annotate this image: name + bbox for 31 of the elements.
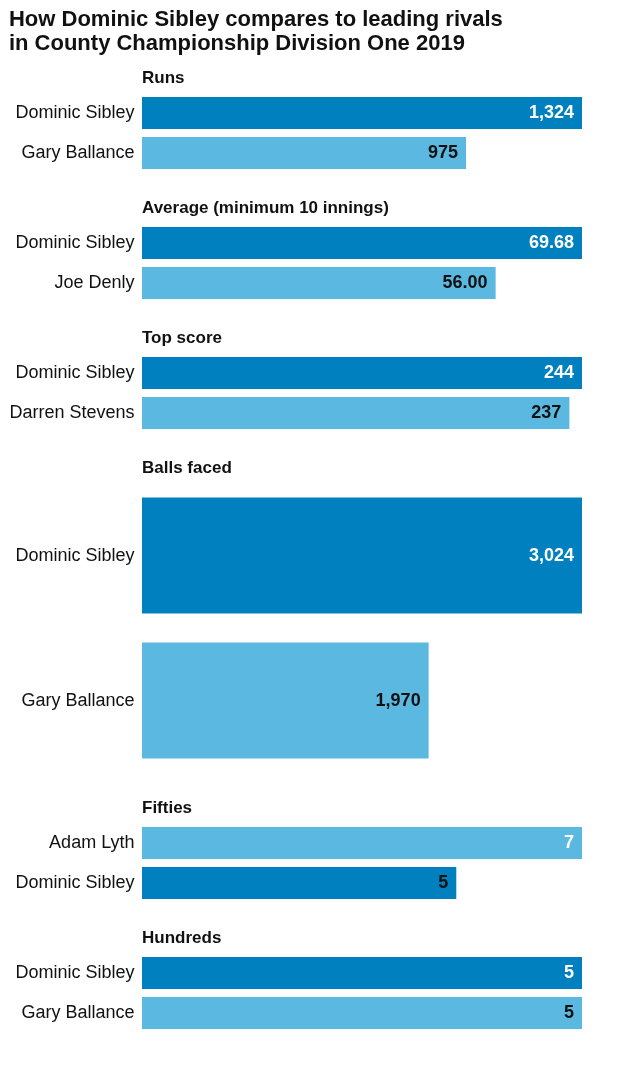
data-label: 5 bbox=[438, 872, 449, 892]
data-label: 3,024 bbox=[528, 544, 574, 565]
y-tick-label: Gary Ballance bbox=[21, 689, 135, 710]
data-label: 237 bbox=[531, 402, 562, 422]
y-tick-label: Dominic Sibley bbox=[15, 544, 135, 565]
chart-title: Top score bbox=[142, 328, 222, 347]
y-tick-label: Dominic Sibley bbox=[15, 102, 135, 122]
y-tick-label: Gary Ballance bbox=[21, 1002, 135, 1022]
y-tick-label: Gary Ballance bbox=[21, 142, 135, 162]
data-label: 244 bbox=[543, 362, 574, 382]
y-tick-label: Dominic Sibley bbox=[15, 962, 135, 982]
data-label: 1,970 bbox=[375, 689, 421, 710]
data-label: 7 bbox=[563, 832, 574, 852]
y-tick-label: Dominic Sibley bbox=[15, 362, 135, 382]
chart-title: Average (minimum 10 innings) bbox=[142, 198, 389, 217]
chart-title: Balls faced bbox=[142, 458, 232, 477]
data-label: 69.68 bbox=[528, 232, 574, 252]
data-label: 5 bbox=[563, 1002, 574, 1022]
data-label: 56.00 bbox=[442, 272, 488, 292]
chart-subtitle: Runs bbox=[142, 68, 185, 87]
y-tick-label: Adam Lyth bbox=[49, 832, 135, 852]
chart-title: Fifties bbox=[142, 798, 193, 817]
y-tick-label: Dominic Sibley bbox=[15, 232, 135, 252]
data-label: 1,324 bbox=[528, 102, 574, 122]
y-tick-label: Darren Stevens bbox=[9, 402, 135, 422]
y-tick-label: Joe Denly bbox=[54, 272, 135, 292]
data-label: 975 bbox=[427, 142, 459, 162]
y-tick-label: Dominic Sibley bbox=[15, 872, 135, 892]
data-label: 5 bbox=[563, 962, 574, 982]
chart-title: How Dominic Sibley compares to leading rivals in County Championship Division One 2019 bbox=[8, 6, 503, 55]
chart-title: Hundreds bbox=[142, 928, 222, 947]
